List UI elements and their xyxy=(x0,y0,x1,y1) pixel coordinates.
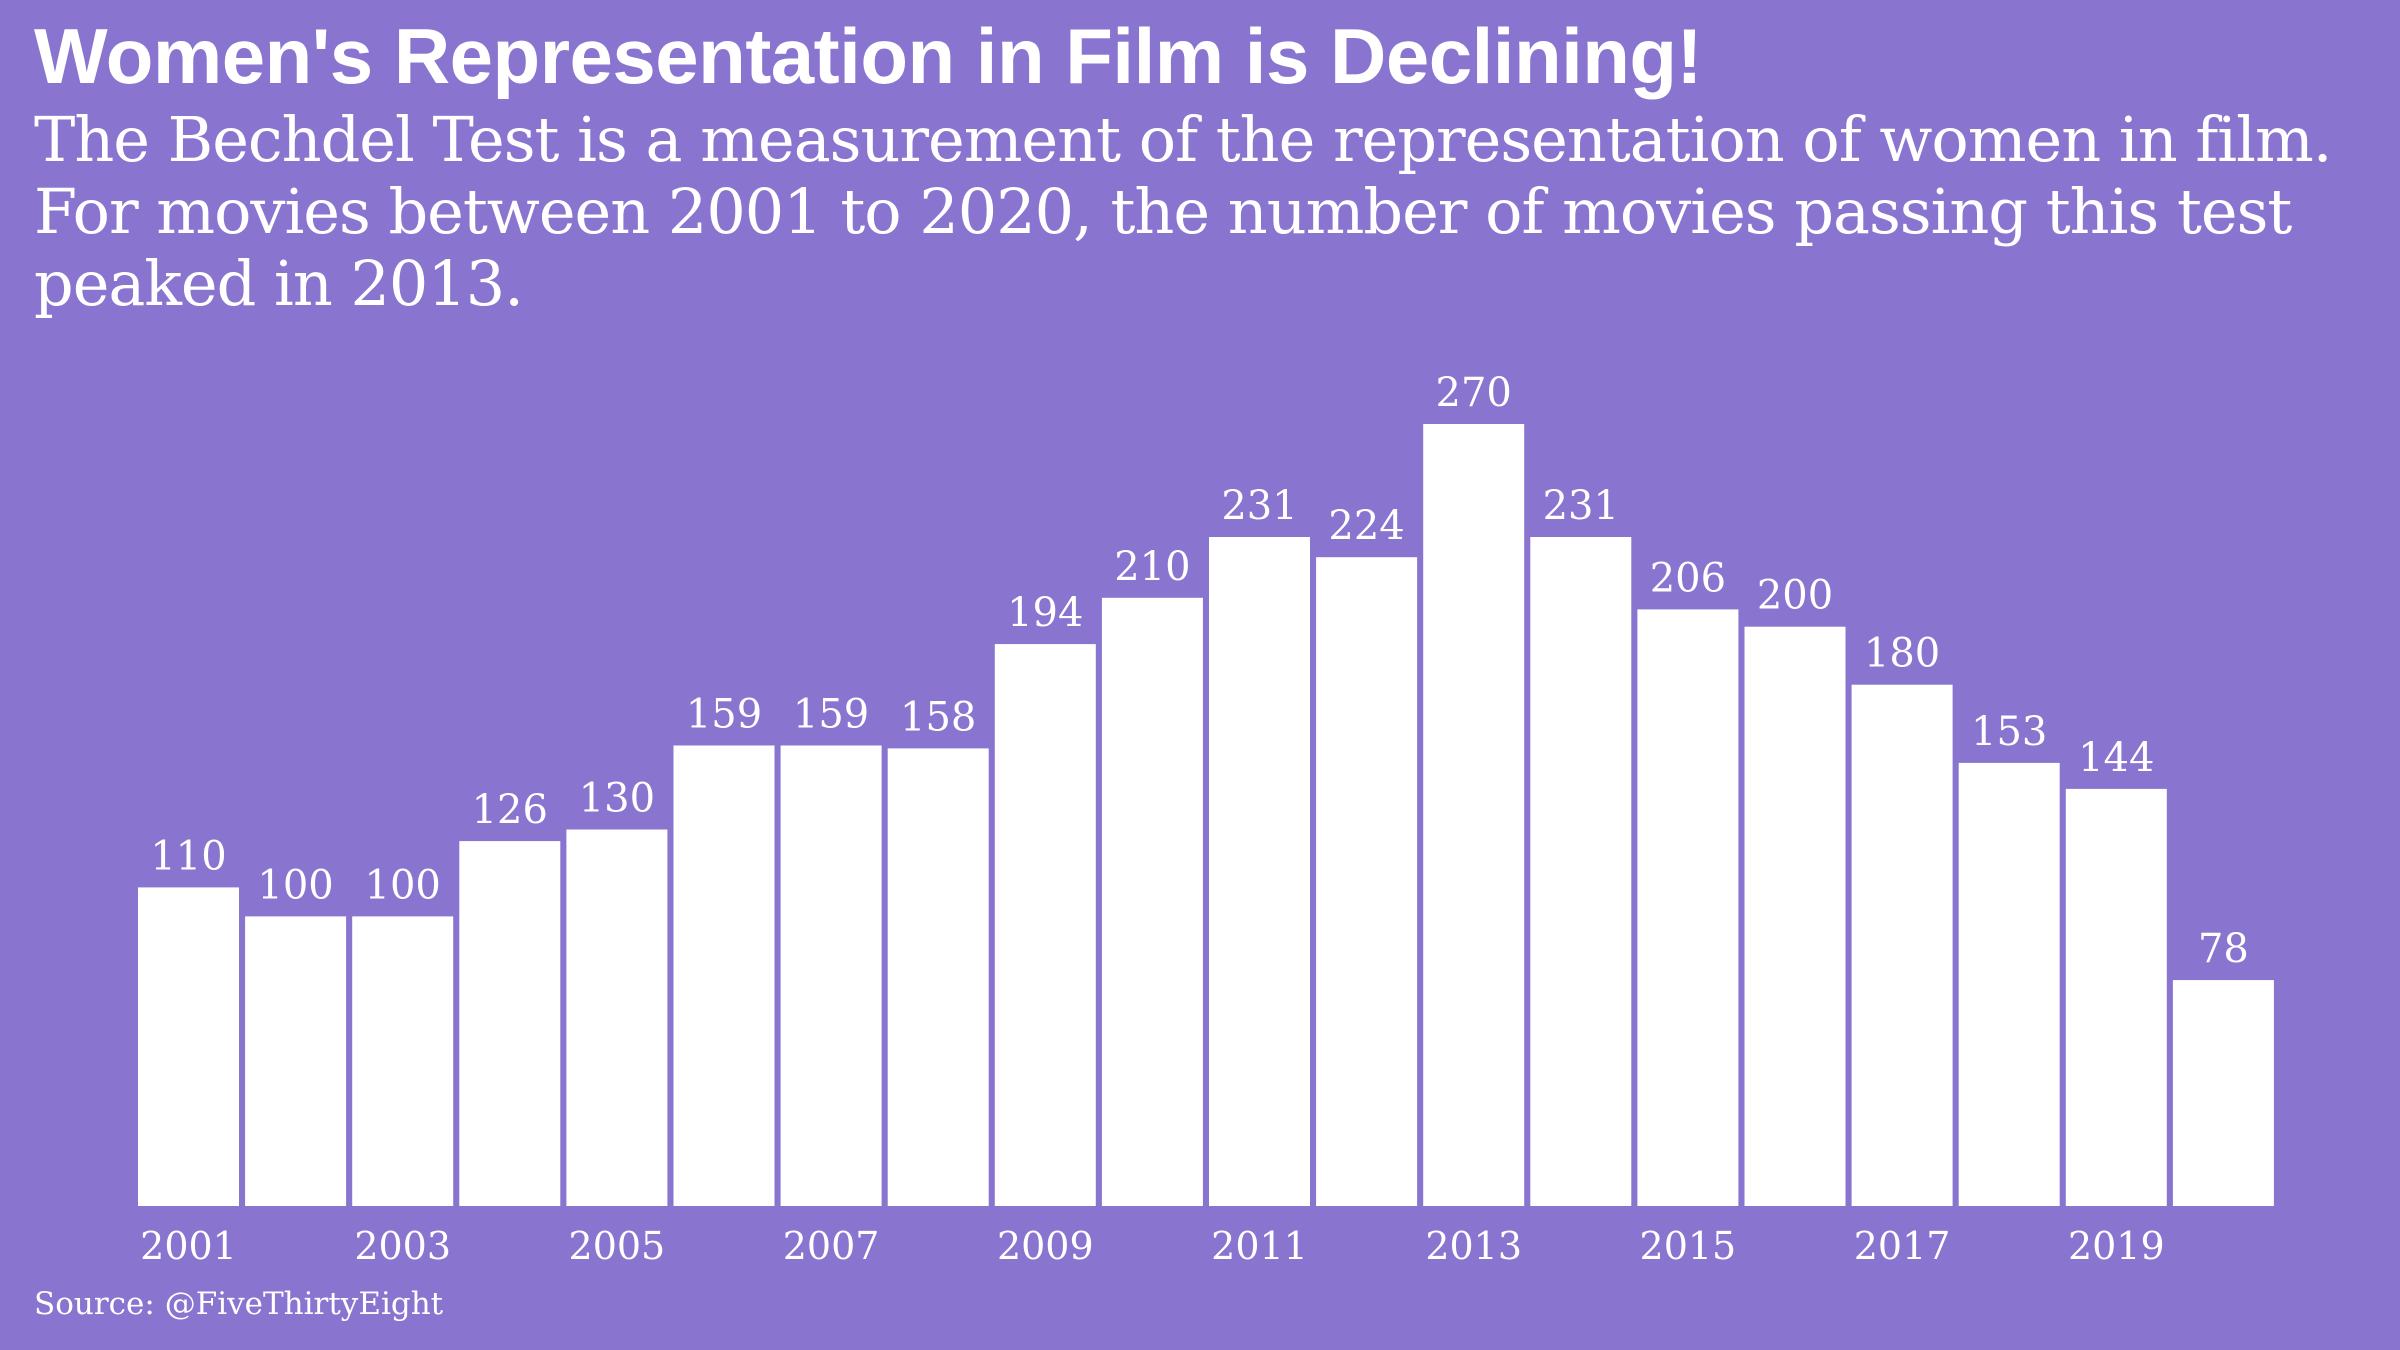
bar-2014 xyxy=(1530,537,1632,1206)
bar-2005 xyxy=(566,829,668,1206)
bar-2019 xyxy=(2065,788,2167,1206)
x-tick-label-2007: 2007 xyxy=(783,1224,880,1268)
bar-2008 xyxy=(887,748,989,1206)
bar-2012 xyxy=(1316,557,1418,1206)
x-tick-label-2003: 2003 xyxy=(354,1224,451,1268)
bar-2002 xyxy=(245,916,347,1206)
chart-title: Women's Representation in Film is Declin… xyxy=(34,12,1703,100)
bar-2009 xyxy=(994,644,1096,1206)
bar-2017 xyxy=(1851,684,1953,1206)
data-label-2001: 110 xyxy=(150,833,226,879)
data-label-2005: 130 xyxy=(579,776,655,822)
x-tick-label-2001: 2001 xyxy=(140,1224,237,1268)
data-label-2012: 224 xyxy=(1328,503,1404,549)
x-tick-label-2011: 2011 xyxy=(1211,1224,1308,1268)
data-label-2018: 153 xyxy=(1971,709,2047,755)
bar-series xyxy=(138,424,2274,1206)
data-label-2007: 159 xyxy=(793,692,869,738)
bar-2016 xyxy=(1744,626,1846,1206)
data-label-2008: 158 xyxy=(900,694,976,740)
bar-2020 xyxy=(2172,980,2274,1206)
bar-2001 xyxy=(138,887,239,1206)
data-label-2011: 231 xyxy=(1221,483,1297,529)
bar-2010 xyxy=(1101,597,1203,1206)
data-label-2009: 194 xyxy=(1007,590,1083,636)
x-tick-label-2013: 2013 xyxy=(1425,1224,1522,1268)
data-labels: 110 100 100 126 130 159 159 158 194 210 231 224 270 2… xyxy=(150,370,2249,972)
data-label-2019: 144 xyxy=(2078,735,2154,781)
data-label-2017: 180 xyxy=(1864,631,1940,677)
data-label-2015: 206 xyxy=(1650,555,1726,601)
source-note: Source: @FiveThirtyEight xyxy=(34,1286,444,1322)
x-tick-label-2017: 2017 xyxy=(1854,1224,1951,1268)
data-label-2004: 126 xyxy=(472,787,548,833)
x-tick-label-2009: 2009 xyxy=(997,1224,1094,1268)
data-label-2010: 210 xyxy=(1114,544,1190,590)
data-label-2016: 200 xyxy=(1757,573,1833,619)
x-tick-label-2005: 2005 xyxy=(569,1224,666,1268)
data-label-2014: 231 xyxy=(1543,483,1619,529)
data-label-2020: 78 xyxy=(2198,926,2249,972)
bar-2013 xyxy=(1423,424,1525,1206)
bar-2007 xyxy=(780,745,882,1206)
bar-2003 xyxy=(352,916,454,1206)
chart-subtitle: The Bechdel Test is a measurement of the… xyxy=(34,103,2332,320)
bar-2018 xyxy=(1958,762,2060,1206)
x-tick-label-2019: 2019 xyxy=(2068,1224,2165,1268)
bar-2006 xyxy=(673,745,775,1206)
bar-2011 xyxy=(1209,537,1310,1206)
bar-2004 xyxy=(459,841,561,1206)
data-label-2003: 100 xyxy=(365,862,441,908)
data-label-2002: 100 xyxy=(257,862,333,908)
data-label-2006: 159 xyxy=(686,692,762,738)
data-label-2013: 270 xyxy=(1436,370,1512,416)
bar-2015 xyxy=(1637,609,1739,1206)
x-axis-tick-labels: 2001 2003 2005 2007 2009 2011 2013 2015 2017 2019 xyxy=(140,1224,2165,1268)
x-tick-label-2015: 2015 xyxy=(1640,1224,1737,1268)
